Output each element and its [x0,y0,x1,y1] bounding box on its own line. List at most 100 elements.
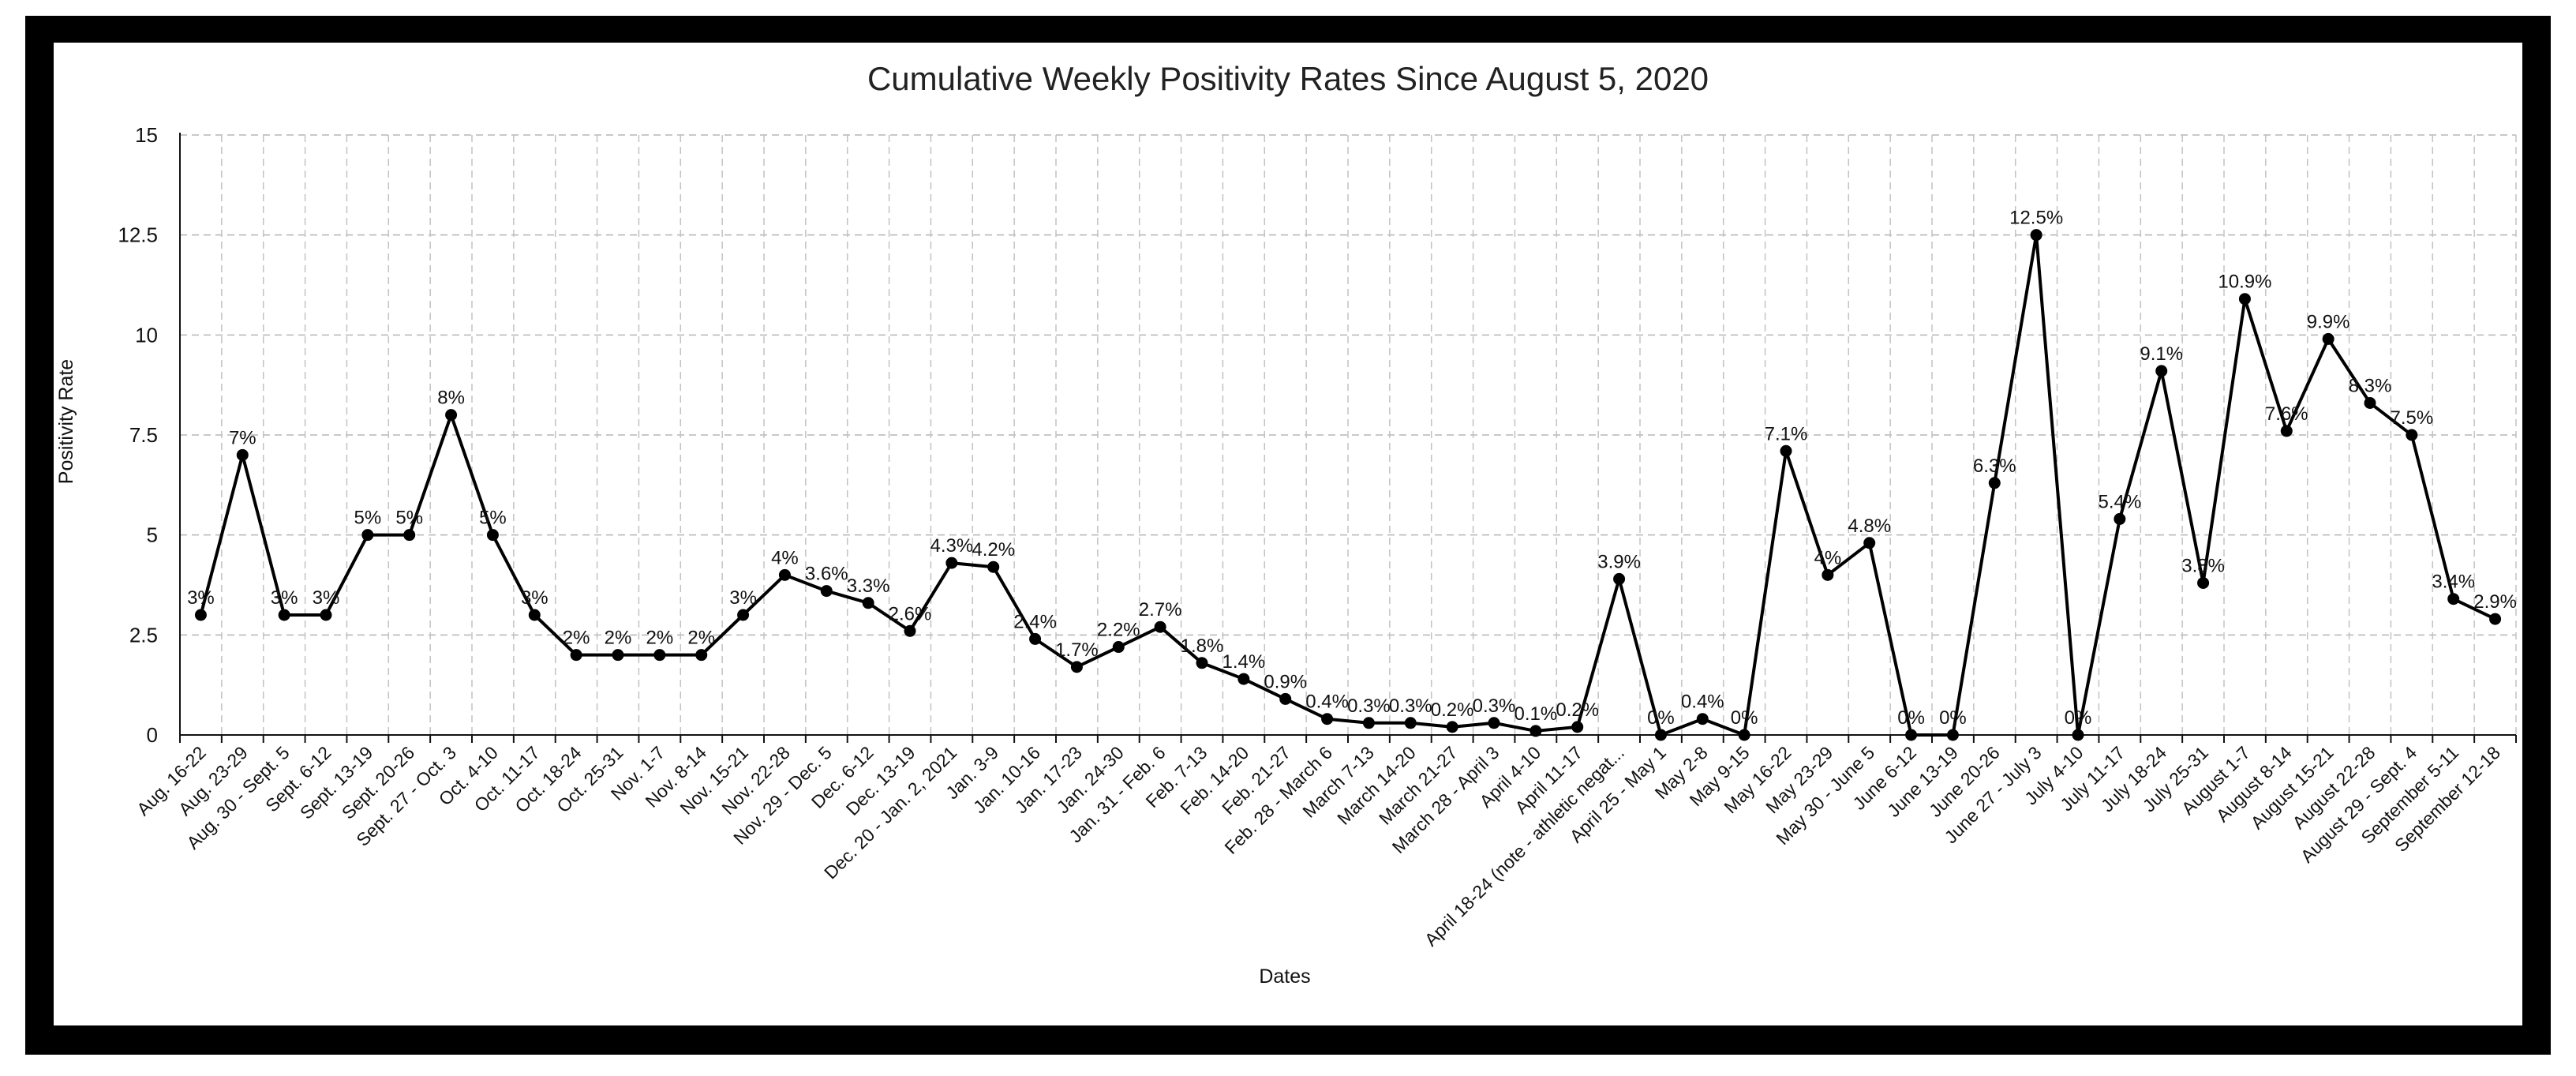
data-point [1112,641,1125,654]
data-point [1029,632,1042,645]
data-label: 0% [1731,707,1758,729]
data-label: 9.1% [2140,343,2183,365]
data-point [2114,512,2126,525]
data-label: 2% [563,628,590,649]
data-point [278,609,290,621]
data-point [403,529,416,542]
y-tick-label: 10 [135,323,158,347]
data-point [737,609,750,621]
data-point [2072,729,2084,741]
data-point [2280,425,2293,437]
chart-panel: Cumulative Weekly Positivity Rates Since… [54,43,2522,1025]
data-label: 3% [729,587,757,609]
y-tick-label: 2.5 [129,623,158,647]
data-label: 2.6% [889,603,932,624]
data-label: 3% [187,587,215,609]
data-label: 12.5% [2009,208,2063,229]
data-point [2238,293,2251,306]
data-point [486,529,499,542]
data-label: 4% [1814,547,1842,568]
data-point [1321,713,1334,725]
series-line-layer [199,233,2496,737]
data-label: 2.9% [2473,591,2517,613]
data-point [1696,713,1709,725]
data-label: 3% [521,587,549,609]
chart-frame: Cumulative Weekly Positivity Rates Since… [25,16,2551,1055]
data-label: 0.4% [1681,692,1724,713]
data-label: 6.3% [1973,456,2016,477]
data-point [2155,365,2168,377]
data-label: 1.4% [1222,651,1266,673]
data-label: 7.5% [2391,407,2434,429]
data-point [320,609,332,621]
data-label: 0.2% [1431,699,1474,721]
data-point [2030,229,2042,242]
data-label: 4.3% [930,535,974,557]
data-label: 2% [605,628,632,649]
chart-title: Cumulative Weekly Positivity Rates Since… [867,60,1709,97]
data-point [2406,429,2418,441]
data-label: 5% [479,508,507,529]
data-point [2489,613,2502,625]
y-tick-label: 5 [147,523,158,547]
data-label: 0% [2065,707,2092,729]
data-label: 4% [771,547,799,568]
series-line [199,233,2496,737]
data-point [2197,576,2210,589]
data-point [2447,593,2460,605]
data-point [1613,572,1626,585]
y-tick-labels: 0 2.5 5 7.5 10 12.5 15 [118,123,158,747]
data-label: 0% [1939,707,1967,729]
data-label: 3.4% [2432,572,2475,593]
data-point [1154,620,1166,633]
data-label: 4.2% [972,539,1015,560]
data-label: 0.9% [1264,671,1307,692]
y-tick-label: 0 [147,723,158,747]
data-point [1654,729,1667,741]
data-label: 0.1% [1515,703,1558,725]
data-point [778,568,791,581]
data-label: 0.3% [1389,695,1432,717]
grid-lines [179,134,2517,735]
data-point [612,649,624,662]
y-axis-label: Positivity Rate [55,359,77,484]
data-point [528,609,541,621]
data-label: 0% [1647,707,1675,729]
data-label: 1.7% [1055,639,1099,661]
data-point [1863,537,1876,549]
data-label: 2% [646,628,674,649]
data-point [2322,332,2334,345]
data-point [653,649,666,662]
data-point [1488,717,1500,729]
data-point [1446,721,1458,733]
data-point [194,609,207,621]
data-point [1070,661,1083,673]
data-point [1196,657,1208,669]
data-label: 0.2% [1556,699,1599,721]
data-point [570,649,582,662]
data-label: 3.8% [2181,555,2225,576]
line-chart: Cumulative Weekly Positivity Rates Since… [55,60,2517,988]
data-label: 0.3% [1473,695,1516,717]
data-label: 3.3% [847,575,890,597]
data-label: 0.3% [1347,695,1391,717]
data-point [862,597,874,609]
data-label: 2% [687,628,715,649]
data-point [1822,568,1834,581]
data-label: 1.8% [1181,635,1224,657]
data-point [987,560,1000,573]
data-point [1780,444,1792,457]
data-point [236,448,249,461]
x-axis-label: Dates [1259,965,1310,988]
data-point [361,529,374,542]
data-labels: 3% 7% 3% 3% 5% 5% 8% 5% 3% 2% 2% 2% 2% 3% 4% 3.6%3.3% 2.… [187,208,2517,729]
data-point [1237,673,1250,685]
data-point [1404,717,1417,729]
data-point [904,624,916,637]
data-label: 2.4% [1013,611,1057,632]
data-label: 3% [313,587,340,609]
data-label: 3.6% [805,564,848,585]
data-label: 8% [437,388,465,409]
data-label: 9.9% [2307,311,2350,332]
